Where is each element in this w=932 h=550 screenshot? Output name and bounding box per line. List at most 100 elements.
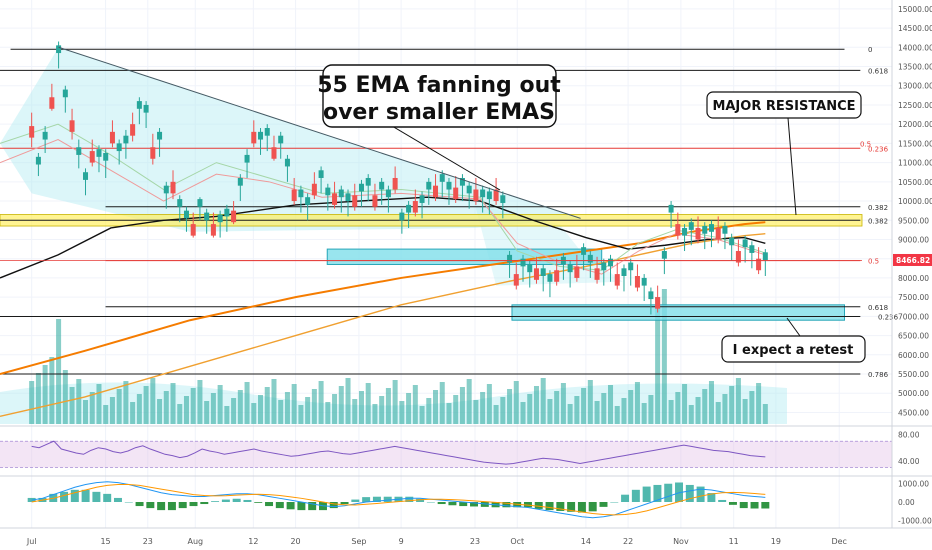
volume-bar-24: [190, 388, 196, 424]
ema-21-line: [0, 123, 766, 271]
candle-body-41: [305, 197, 311, 205]
fib-label-2: 0.5: [860, 140, 871, 148]
volume-bar-35: [264, 387, 270, 424]
volume-bar-49: [358, 391, 364, 424]
volume-bar-21: [170, 383, 176, 424]
candle-body-34: [258, 131, 264, 140]
fib-label-5: 0.382: [868, 217, 888, 225]
macd-hist-28: [329, 502, 338, 509]
candle-body-50: [365, 177, 371, 186]
candle-body-58: [419, 195, 425, 203]
candle-body-97: [682, 227, 688, 236]
current-price-badge: [893, 253, 932, 266]
candle-body-17: [143, 104, 149, 113]
candle-body-83: [587, 254, 593, 263]
volume-bar-8: [83, 400, 89, 424]
time-label-2: 23: [143, 537, 153, 546]
volume-bar-90: [634, 382, 640, 424]
macd-hist-25: [297, 502, 306, 511]
volume-bar-81: [574, 396, 580, 424]
candle-body-75: [533, 268, 539, 280]
macd-hist-14: [178, 502, 187, 509]
candle-body-76: [540, 268, 546, 277]
candle-body-68: [486, 191, 492, 200]
macd-hist-54: [610, 502, 619, 503]
macd-hist-24: [286, 502, 295, 510]
time-label-13: 11: [729, 537, 739, 546]
candle-body-80: [567, 264, 573, 273]
candle-body-103: [722, 226, 728, 234]
candle-body-88: [621, 268, 627, 277]
volume-bar-97: [682, 384, 688, 424]
candle-body-90: [634, 276, 640, 288]
current-price-label: 8466.82: [896, 256, 930, 265]
candle-body-5: [62, 89, 68, 98]
macd-hist-39: [448, 502, 457, 506]
candle-body-59: [426, 181, 432, 190]
candlesticks: [29, 41, 768, 315]
candle-body-8: [83, 172, 89, 180]
ema-100-line: [0, 233, 766, 417]
volume-bar-105: [735, 378, 741, 424]
macd-hist-52: [588, 502, 597, 512]
volume-bar-17: [143, 386, 149, 424]
candle-body-18: [150, 147, 156, 159]
candle-body-54: [392, 177, 398, 190]
macd-hist-50: [567, 502, 576, 512]
candle-body-72: [513, 274, 519, 286]
candle-body-31: [237, 177, 243, 186]
macd-hist-67: [750, 502, 759, 509]
volume-bar-87: [614, 406, 620, 424]
macd-hist-35: [405, 496, 414, 502]
retest-callout-label: I expect a retest: [733, 343, 854, 358]
macd-hist-66: [739, 502, 748, 509]
volume-bar-70: [500, 397, 506, 424]
macd-hist-33: [383, 496, 392, 502]
candle-body-65: [466, 185, 472, 194]
candle-body-85: [601, 262, 607, 271]
candle-body-22: [177, 199, 183, 207]
retest-callout[interactable]: I expect a retest: [721, 317, 866, 363]
volume-bar-4: [56, 319, 62, 424]
volume-bar-11: [103, 405, 109, 424]
macd-hist-41: [470, 502, 479, 507]
volume-bar-27: [210, 393, 216, 424]
candle-body-4: [56, 45, 62, 54]
candle-body-33: [251, 131, 257, 144]
candle-body-45: [332, 193, 338, 205]
candle-body-86: [608, 258, 614, 267]
macd-hist-64: [718, 499, 727, 502]
volume-bar-72: [513, 381, 519, 424]
macd-hist-48: [545, 502, 554, 511]
candle-body-78: [554, 270, 560, 282]
candle-body-82: [581, 247, 587, 255]
resistance-callout[interactable]: MAJOR RESISTANCE: [706, 91, 862, 216]
candle-body-29: [224, 208, 230, 217]
candle-body-102: [715, 227, 721, 240]
candle-body-81: [574, 266, 580, 278]
volume-bar-104: [729, 386, 735, 424]
volume-bar-95: [668, 400, 674, 424]
candle-body-89: [628, 262, 634, 271]
candle-body-15: [130, 124, 136, 136]
fib-label-0: 0: [868, 46, 872, 54]
volume-bar-91: [641, 403, 647, 424]
ema-callout[interactable]: 55 EMA fanning out over smaller EMAS: [317, 64, 561, 191]
volume-bar-108: [756, 383, 762, 424]
price-tick-16: 7000.00: [898, 312, 929, 321]
candle-body-13: [116, 143, 122, 152]
candle-body-104: [729, 237, 735, 246]
volume-bar-73: [520, 402, 526, 424]
volume-bar-80: [567, 404, 573, 424]
volume-bar-2: [42, 365, 48, 424]
candle-body-42: [311, 183, 317, 196]
candle-body-53: [385, 189, 391, 198]
macd-hist-59: [664, 483, 673, 502]
rsi-line: [31, 440, 766, 465]
candle-body-100: [702, 226, 708, 234]
candle-body-21: [170, 181, 176, 194]
volume-bar-79: [560, 383, 566, 424]
price-tick-17: 6500.00: [898, 332, 929, 341]
candle-body-24: [190, 224, 196, 236]
